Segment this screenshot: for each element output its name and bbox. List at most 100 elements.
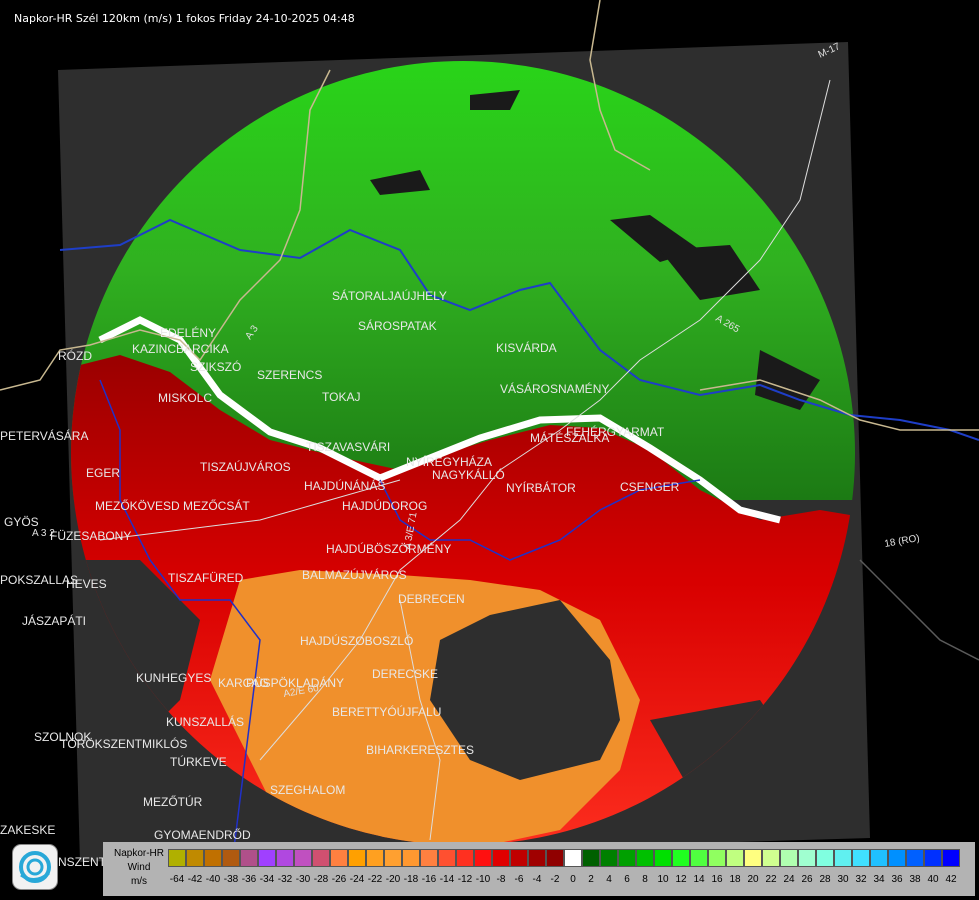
place-label: TOKAJ — [322, 390, 360, 404]
legend-swatch — [852, 849, 870, 867]
place-label: VÁSÁROSNAMÉNY — [500, 381, 609, 396]
place-label: EGER — [86, 466, 120, 480]
place-label: TÖRÖKSZENTMIKLÓS — [60, 736, 187, 751]
legend-swatch — [312, 849, 330, 867]
road-label: A 3 2 — [32, 528, 55, 539]
legend-tick-label: 14 — [693, 874, 705, 885]
place-label: MISKOLC — [158, 391, 212, 405]
place-label: SZOLNOK — [34, 730, 91, 744]
legend-swatch — [924, 849, 942, 867]
legend-swatches — [168, 849, 960, 867]
legend-swatch — [618, 849, 636, 867]
legend-tick-label: 26 — [801, 874, 813, 885]
legend-tick-label: 0 — [570, 874, 576, 885]
place-label: TISZAÚJVÁROS — [200, 459, 291, 474]
place-label: TÚRKEVE — [170, 754, 227, 769]
place-label: TISZAFÜRED — [168, 571, 244, 585]
place-label: PÜSPÖKLADÁNY — [246, 675, 344, 690]
legend-title: Napkor-HR Wind m/s — [107, 847, 171, 889]
color-legend: Napkor-HR Wind m/s -64 -42 -40 -38 -36 -34 -32… — [103, 842, 975, 896]
legend-tick-label: -20 — [385, 874, 401, 885]
legend-swatch — [474, 849, 492, 867]
legend-ticks: -64 -42 -40 -38 -36 -34 -32 -30 -28 -26 -24 -22 -20-… — [168, 874, 960, 885]
legend-tick-label: -18 — [403, 874, 419, 885]
legend-swatch — [528, 849, 546, 867]
legend-tick-label: -8 — [496, 874, 506, 885]
legend-tick-label: -64 — [169, 874, 185, 885]
legend-tick-label: -4 — [532, 874, 542, 885]
legend-tick-label: 36 — [891, 874, 903, 885]
legend-tick-label: -2 — [550, 874, 560, 885]
legend-swatch — [672, 849, 690, 867]
place-label: SÁTORALJAÚJHELY — [332, 288, 447, 303]
legend-swatch — [690, 849, 708, 867]
legend-swatch — [204, 849, 222, 867]
legend-swatch — [456, 849, 474, 867]
place-label: MÁTÉSZALKA — [530, 430, 609, 445]
place-label: SZERENCS — [257, 368, 322, 382]
legend-swatch — [654, 849, 672, 867]
legend-tick-label: -34 — [259, 874, 275, 885]
road-label: 18 (RO) — [884, 533, 921, 550]
legend-swatch — [870, 849, 888, 867]
legend-tick-label: 20 — [747, 874, 759, 885]
place-label: HAJDÚSZOBOSZLÓ — [300, 633, 413, 648]
place-label: KARCAG — [218, 676, 269, 690]
place-label: SZEGHALOM — [270, 783, 345, 797]
legend-tick-label: 28 — [819, 874, 831, 885]
legend-tick-label: 38 — [909, 874, 921, 885]
legend-title-line: Wind — [127, 862, 151, 873]
legend-tick-label: -28 — [313, 874, 329, 885]
place-label: NSZENT — [58, 855, 107, 869]
legend-swatch — [258, 849, 276, 867]
place-label: KUNHEGYES — [136, 671, 211, 685]
place-label: POKSZALLAS — [0, 573, 78, 587]
legend-tick-label: -16 — [421, 874, 437, 885]
legend-swatch — [708, 849, 726, 867]
legend-tick-label: -14 — [439, 874, 455, 885]
legend-title-line: Napkor-HR — [113, 848, 164, 859]
legend-swatch — [348, 849, 366, 867]
place-label: FÜZESABONY — [50, 529, 131, 543]
place-label: TISZAVASVÁRI — [306, 439, 390, 454]
legend-tick-label: 24 — [783, 874, 795, 885]
place-label: KUNSZALLÁS — [166, 714, 244, 729]
weather-service-logo — [12, 844, 58, 890]
legend-swatch — [798, 849, 816, 867]
legend-tick-label: 32 — [855, 874, 867, 885]
legend-tick-label: 40 — [927, 874, 939, 885]
legend-tick-label: -30 — [295, 874, 311, 885]
place-label: GYOMAENDRŐD — [154, 827, 251, 842]
legend-swatch — [276, 849, 294, 867]
place-label: HEVES — [66, 577, 107, 591]
legend-tick-label: 42 — [945, 874, 957, 885]
legend-swatch — [888, 849, 906, 867]
place-label: NAGYKÁLLÓ — [432, 467, 505, 482]
legend-swatch — [402, 849, 420, 867]
legend-tick-label: 30 — [837, 874, 849, 885]
place-label: ZAKESKE — [0, 823, 55, 837]
place-label: MEZŐTÚR — [143, 794, 203, 809]
legend-swatch — [942, 849, 960, 867]
place-label: KAZINCBARCIKA — [132, 342, 229, 356]
place-label: MEZŐKÖVESD — [95, 498, 180, 513]
legend-tick-label: 34 — [873, 874, 885, 885]
legend-swatch — [780, 849, 798, 867]
legend-swatch — [330, 849, 348, 867]
legend-swatch — [582, 849, 600, 867]
legend-swatch — [366, 849, 384, 867]
place-label: NYÍREGYHÁZA — [406, 454, 492, 469]
legend-swatch — [240, 849, 258, 867]
legend-swatch — [906, 849, 924, 867]
legend-swatch — [564, 849, 582, 867]
legend-swatch — [222, 849, 240, 867]
legend-tick-label: 10 — [657, 874, 669, 885]
legend-title-line: m/s — [130, 876, 148, 887]
place-label: EDELÉNY — [160, 325, 216, 340]
legend-tick-label: -42 — [187, 874, 203, 885]
place-label: JÁSZAPÁTI — [22, 613, 86, 628]
legend-swatch — [510, 849, 528, 867]
legend-tick-label: -12 — [457, 874, 473, 885]
legend-swatch — [546, 849, 564, 867]
